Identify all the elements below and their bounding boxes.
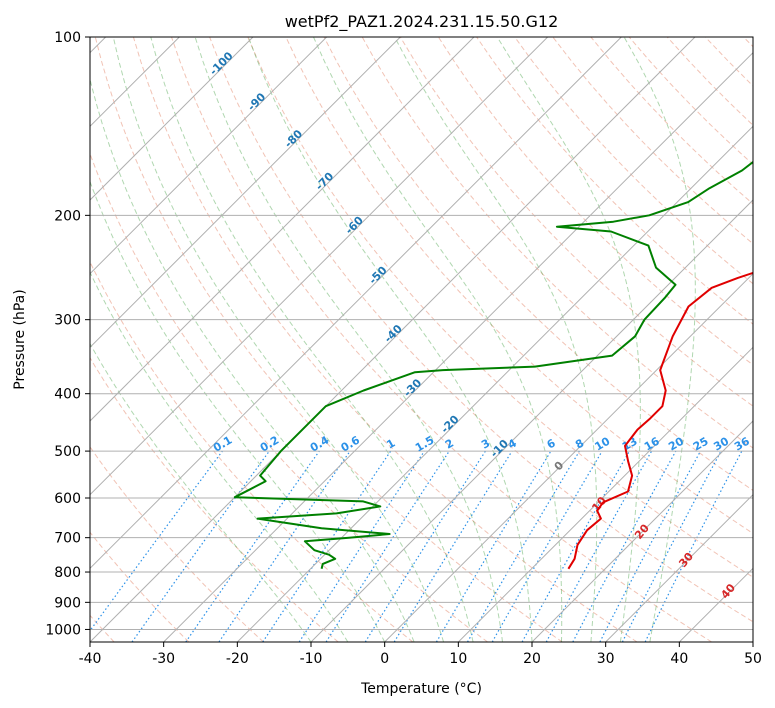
x-axis-label: Temperature (°C) bbox=[360, 681, 482, 697]
y-tick-label: 700 bbox=[54, 531, 81, 547]
plot-frame bbox=[89, 36, 754, 643]
isotherm-line bbox=[236, 125, 753, 642]
isotherm-line bbox=[90, 37, 696, 642]
x-tick-label: -10 bbox=[300, 651, 323, 667]
x-tick-label: -30 bbox=[152, 651, 175, 667]
isotherms bbox=[90, 37, 753, 642]
isotherm-line bbox=[90, 37, 401, 349]
temperature-line bbox=[567, 271, 753, 570]
dry-adiabat bbox=[90, 152, 488, 642]
mixing-ratio-line bbox=[131, 450, 270, 642]
mixing-ratio-line bbox=[218, 450, 351, 642]
moist-adiabat bbox=[313, 37, 563, 642]
y-tick-label: 1000 bbox=[45, 622, 81, 638]
moist-adiabat bbox=[150, 37, 474, 642]
x-tick-label: 30 bbox=[597, 651, 615, 667]
moist-adiabat bbox=[194, 37, 503, 642]
y-axis-label: Pressure (hPa) bbox=[12, 289, 28, 389]
moist-adiabat bbox=[90, 76, 415, 642]
isotherm-line bbox=[384, 272, 753, 642]
isotherm-line bbox=[90, 37, 254, 201]
y-tick-label: 100 bbox=[54, 30, 81, 46]
dry-adiabat bbox=[514, 37, 753, 285]
mixing-ratio-line bbox=[393, 450, 513, 642]
dry-adiabat bbox=[90, 356, 339, 642]
x-tick-label: 10 bbox=[449, 651, 467, 667]
isotherm-line bbox=[531, 420, 753, 642]
mixing-ratio-line bbox=[545, 450, 653, 642]
x-tick-label: -20 bbox=[226, 651, 249, 667]
profile-series bbox=[233, 160, 753, 570]
moist-adiabat bbox=[496, 37, 641, 642]
isotherm-line bbox=[90, 37, 622, 570]
mixing-ratio-line bbox=[521, 450, 631, 642]
x-tick-label: -40 bbox=[79, 651, 102, 667]
dry-adiabat bbox=[132, 37, 638, 642]
moist-adiabat bbox=[623, 37, 696, 642]
mixing-ratio-line bbox=[90, 450, 223, 632]
mixing-ratio-line bbox=[298, 450, 425, 642]
dry-adiabat bbox=[171, 37, 712, 642]
isotherm-line bbox=[90, 37, 475, 422]
moist-adiabat bbox=[90, 271, 349, 642]
dry-adiabat bbox=[90, 446, 264, 642]
dry-adiabat bbox=[94, 37, 563, 642]
moist-adiabat bbox=[394, 37, 598, 642]
x-tick-label: 50 bbox=[744, 651, 762, 667]
y-tick-label: 900 bbox=[54, 595, 81, 611]
isotherm-line bbox=[90, 37, 328, 275]
moist-adiabat bbox=[90, 180, 386, 642]
y-tick-label: 300 bbox=[54, 313, 81, 329]
dry-adiabat bbox=[209, 37, 753, 623]
x-tick-label: 40 bbox=[670, 651, 688, 667]
moist-adiabat bbox=[112, 37, 445, 642]
x-tick-label: 20 bbox=[523, 651, 541, 667]
y-tick-label: 600 bbox=[54, 491, 81, 507]
isotherm-line bbox=[310, 199, 753, 642]
mixing-ratio-line bbox=[644, 450, 743, 642]
y-tick-label: 400 bbox=[54, 387, 81, 403]
y-tick-label: 500 bbox=[54, 444, 81, 460]
isotherm-line bbox=[90, 37, 549, 496]
dry-adiabat bbox=[90, 531, 190, 642]
dewpoint-line bbox=[233, 160, 753, 570]
isotherm-line bbox=[457, 346, 753, 642]
chart-title: wetPf2_PAZ1.2024.231.15.50.G12 bbox=[285, 12, 559, 32]
dry-adiabat bbox=[323, 37, 753, 491]
x-axis-ticks: -40 -30 -20 -10 0 10 20 30 40 50 bbox=[79, 642, 762, 667]
dry-adiabat bbox=[437, 37, 753, 366]
mixing-ratio-line bbox=[262, 450, 392, 642]
mixing-ratio-line bbox=[185, 450, 320, 642]
isotherm-line bbox=[605, 493, 753, 642]
grid-lines bbox=[90, 37, 753, 630]
isotherm-line bbox=[163, 51, 753, 642]
dry-adiabat bbox=[285, 37, 753, 535]
mixing-ratio-lines bbox=[90, 450, 743, 642]
mixing-ratio-line bbox=[572, 450, 677, 642]
dry-adiabat bbox=[247, 37, 753, 578]
y-axis-ticks: 100 200 300 400 500 600 700 800 900 1000 bbox=[45, 30, 90, 638]
plot-area: -100-90-80-70-60-50-40-30-20-100.1 0.2 0.4… bbox=[90, 37, 753, 642]
dry-adiabat bbox=[399, 37, 753, 407]
dry-adiabat bbox=[361, 37, 753, 449]
y-tick-label: 800 bbox=[54, 565, 81, 581]
moist-adiabat bbox=[247, 37, 533, 642]
y-tick-label: 200 bbox=[54, 208, 81, 224]
x-tick-label: 0 bbox=[380, 651, 389, 667]
mixing-ratio-line bbox=[325, 450, 450, 642]
